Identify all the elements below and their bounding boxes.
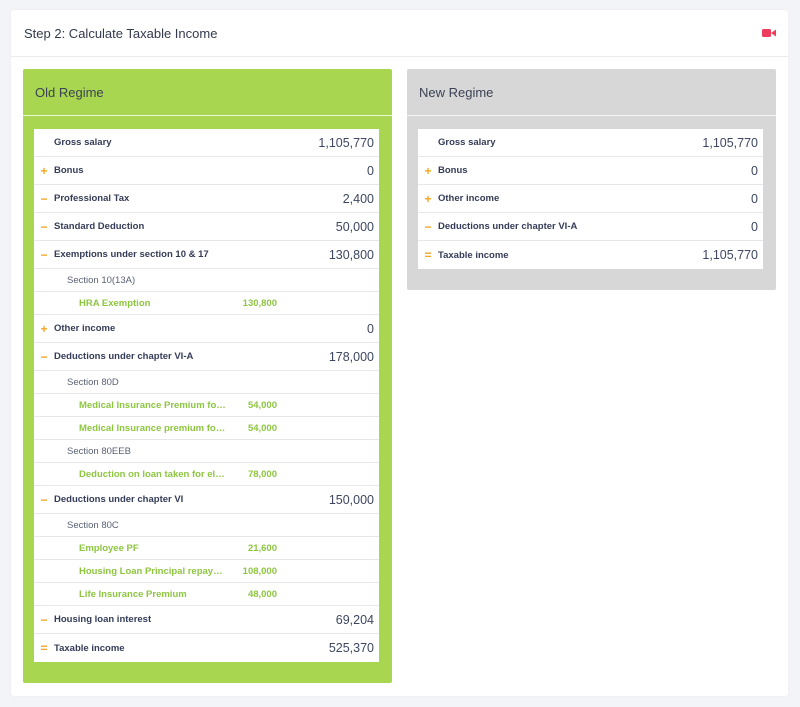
row-other-income: + Other income 0 bbox=[34, 315, 379, 343]
section-row-80d: Section 80D bbox=[34, 371, 379, 394]
row-value: 130,800 bbox=[328, 247, 374, 262]
section-label: Section 10(13A) bbox=[67, 274, 136, 286]
row-value: 50,000 bbox=[335, 219, 374, 234]
row-value: 0 bbox=[751, 219, 758, 234]
row-gross-salary: Gross salary 1,105,770 bbox=[418, 129, 763, 157]
item-label: Medical Insurance Premium for self bbox=[79, 399, 227, 411]
plus-icon: + bbox=[424, 191, 432, 206]
row-taxable-income: = Taxable income 1,105,770 bbox=[418, 241, 763, 269]
row-label: Gross salary bbox=[438, 137, 496, 148]
row-label: Standard Deduction bbox=[54, 221, 145, 232]
item-label: Housing Loan Principal repayment bbox=[79, 565, 227, 577]
minus-icon: − bbox=[40, 191, 48, 206]
new-regime-panel: New Regime Gross salary 1,105,770 + Bonu… bbox=[407, 69, 776, 290]
equals-icon: = bbox=[40, 641, 48, 655]
minus-icon: − bbox=[40, 219, 48, 234]
row-value: 0 bbox=[367, 321, 374, 336]
video-camera-icon[interactable] bbox=[762, 28, 776, 38]
row-value: 178,000 bbox=[328, 349, 374, 364]
minus-icon: − bbox=[424, 219, 432, 234]
tax-calculation-card: Step 2: Calculate Taxable Income Old Reg… bbox=[11, 10, 788, 696]
section-label: Section 80C bbox=[67, 519, 119, 531]
row-label: Bonus bbox=[438, 165, 468, 176]
row-professional-tax: − Professional Tax 2,400 bbox=[34, 185, 379, 213]
row-bonus: + Bonus 0 bbox=[418, 157, 763, 185]
row-deductions-vi-a: − Deductions under chapter VI-A 0 bbox=[418, 213, 763, 241]
row-standard-deduction: − Standard Deduction 50,000 bbox=[34, 213, 379, 241]
page-title: Step 2: Calculate Taxable Income bbox=[24, 25, 218, 41]
item-label: Life Insurance Premium bbox=[79, 588, 187, 600]
item-value: 108,000 bbox=[242, 565, 277, 577]
section-row-10-13a: Section 10(13A) bbox=[34, 269, 379, 292]
row-exemptions[interactable]: − Exemptions under section 10 & 17 130,8… bbox=[34, 241, 379, 269]
row-bonus: + Bonus 0 bbox=[34, 157, 379, 185]
item-label: Medical Insurance premium for parents bbox=[79, 422, 227, 434]
row-value: 525,370 bbox=[328, 641, 374, 655]
old-regime-panel: Old Regime Gross salary 1,105,770 + Bonu… bbox=[23, 69, 392, 683]
row-label: Taxable income bbox=[438, 249, 509, 261]
item-row-life-insurance: Life Insurance Premium 48,000 bbox=[34, 583, 379, 606]
row-label: Gross salary bbox=[54, 137, 112, 148]
row-housing-interest: − Housing loan interest 69,204 bbox=[34, 606, 379, 634]
minus-icon: − bbox=[40, 247, 48, 262]
row-value: 1,105,770 bbox=[702, 248, 758, 262]
row-label: Taxable income bbox=[54, 642, 125, 654]
item-row-housing-principal: Housing Loan Principal repayment 108,000 bbox=[34, 560, 379, 583]
old-regime-title: Old Regime bbox=[23, 69, 392, 116]
row-deductions-vi[interactable]: − Deductions under chapter VI 150,000 bbox=[34, 486, 379, 514]
row-value: 0 bbox=[751, 163, 758, 178]
row-taxable-income: = Taxable income 525,370 bbox=[34, 634, 379, 662]
plus-icon: + bbox=[40, 163, 48, 178]
minus-icon: − bbox=[40, 349, 48, 364]
equals-icon: = bbox=[424, 248, 432, 262]
section-row-80c: Section 80C bbox=[34, 514, 379, 537]
row-value: 69,204 bbox=[335, 612, 374, 627]
item-value: 21,600 bbox=[247, 542, 277, 554]
item-value: 48,000 bbox=[247, 588, 277, 600]
item-row-medical-insurance-self: Medical Insurance Premium for self 54,00… bbox=[34, 394, 379, 417]
row-label: Professional Tax bbox=[54, 193, 130, 204]
section-label: Section 80EEB bbox=[67, 445, 131, 457]
row-value: 2,400 bbox=[342, 191, 374, 206]
row-value: 1,105,770 bbox=[702, 135, 758, 150]
row-value: 1,105,770 bbox=[318, 135, 374, 150]
item-row-loan-deduction: Deduction on loan taken for electric veh… bbox=[34, 463, 379, 486]
plus-icon: + bbox=[40, 321, 48, 336]
item-label: Employee PF bbox=[79, 542, 139, 554]
minus-icon: − bbox=[40, 612, 48, 627]
row-label: Exemptions under section 10 & 17 bbox=[54, 249, 209, 260]
row-label: Deductions under chapter VI-A bbox=[438, 221, 578, 232]
row-label: Deductions under chapter VI bbox=[54, 494, 184, 505]
row-value: 0 bbox=[751, 191, 758, 206]
item-value: 54,000 bbox=[247, 422, 277, 434]
section-label: Section 80D bbox=[67, 376, 119, 388]
row-deductions-vi-a[interactable]: − Deductions under chapter VI-A 178,000 bbox=[34, 343, 379, 371]
minus-icon: − bbox=[40, 492, 48, 507]
row-other-income: + Other income 0 bbox=[418, 185, 763, 213]
item-row-hra: HRA Exemption 130,800 bbox=[34, 292, 379, 315]
row-label: Housing loan interest bbox=[54, 614, 152, 625]
card-header: Step 2: Calculate Taxable Income bbox=[11, 10, 788, 57]
item-value: 54,000 bbox=[247, 399, 277, 411]
row-label: Bonus bbox=[54, 165, 84, 176]
plus-icon: + bbox=[424, 163, 432, 178]
item-label: Deduction on loan taken for electric veh… bbox=[79, 468, 227, 480]
item-row-employee-pf: Employee PF 21,600 bbox=[34, 537, 379, 560]
item-row-medical-insurance-parents: Medical Insurance premium for parents 54… bbox=[34, 417, 379, 440]
item-value: 78,000 bbox=[247, 468, 277, 480]
row-value: 150,000 bbox=[328, 492, 374, 507]
old-regime-table: Gross salary 1,105,770 + Bonus 0 − Profe… bbox=[34, 129, 379, 662]
row-gross-salary: Gross salary 1,105,770 bbox=[34, 129, 379, 157]
section-row-80eeb: Section 80EEB bbox=[34, 440, 379, 463]
item-value: 130,800 bbox=[242, 297, 277, 309]
new-regime-table: Gross salary 1,105,770 + Bonus 0 + Other… bbox=[418, 129, 763, 269]
row-label: Other income bbox=[54, 323, 116, 334]
row-value: 0 bbox=[367, 163, 374, 178]
new-regime-title: New Regime bbox=[407, 69, 776, 116]
row-label: Deductions under chapter VI-A bbox=[54, 351, 194, 362]
item-label: HRA Exemption bbox=[79, 297, 151, 309]
row-label: Other income bbox=[438, 193, 500, 204]
